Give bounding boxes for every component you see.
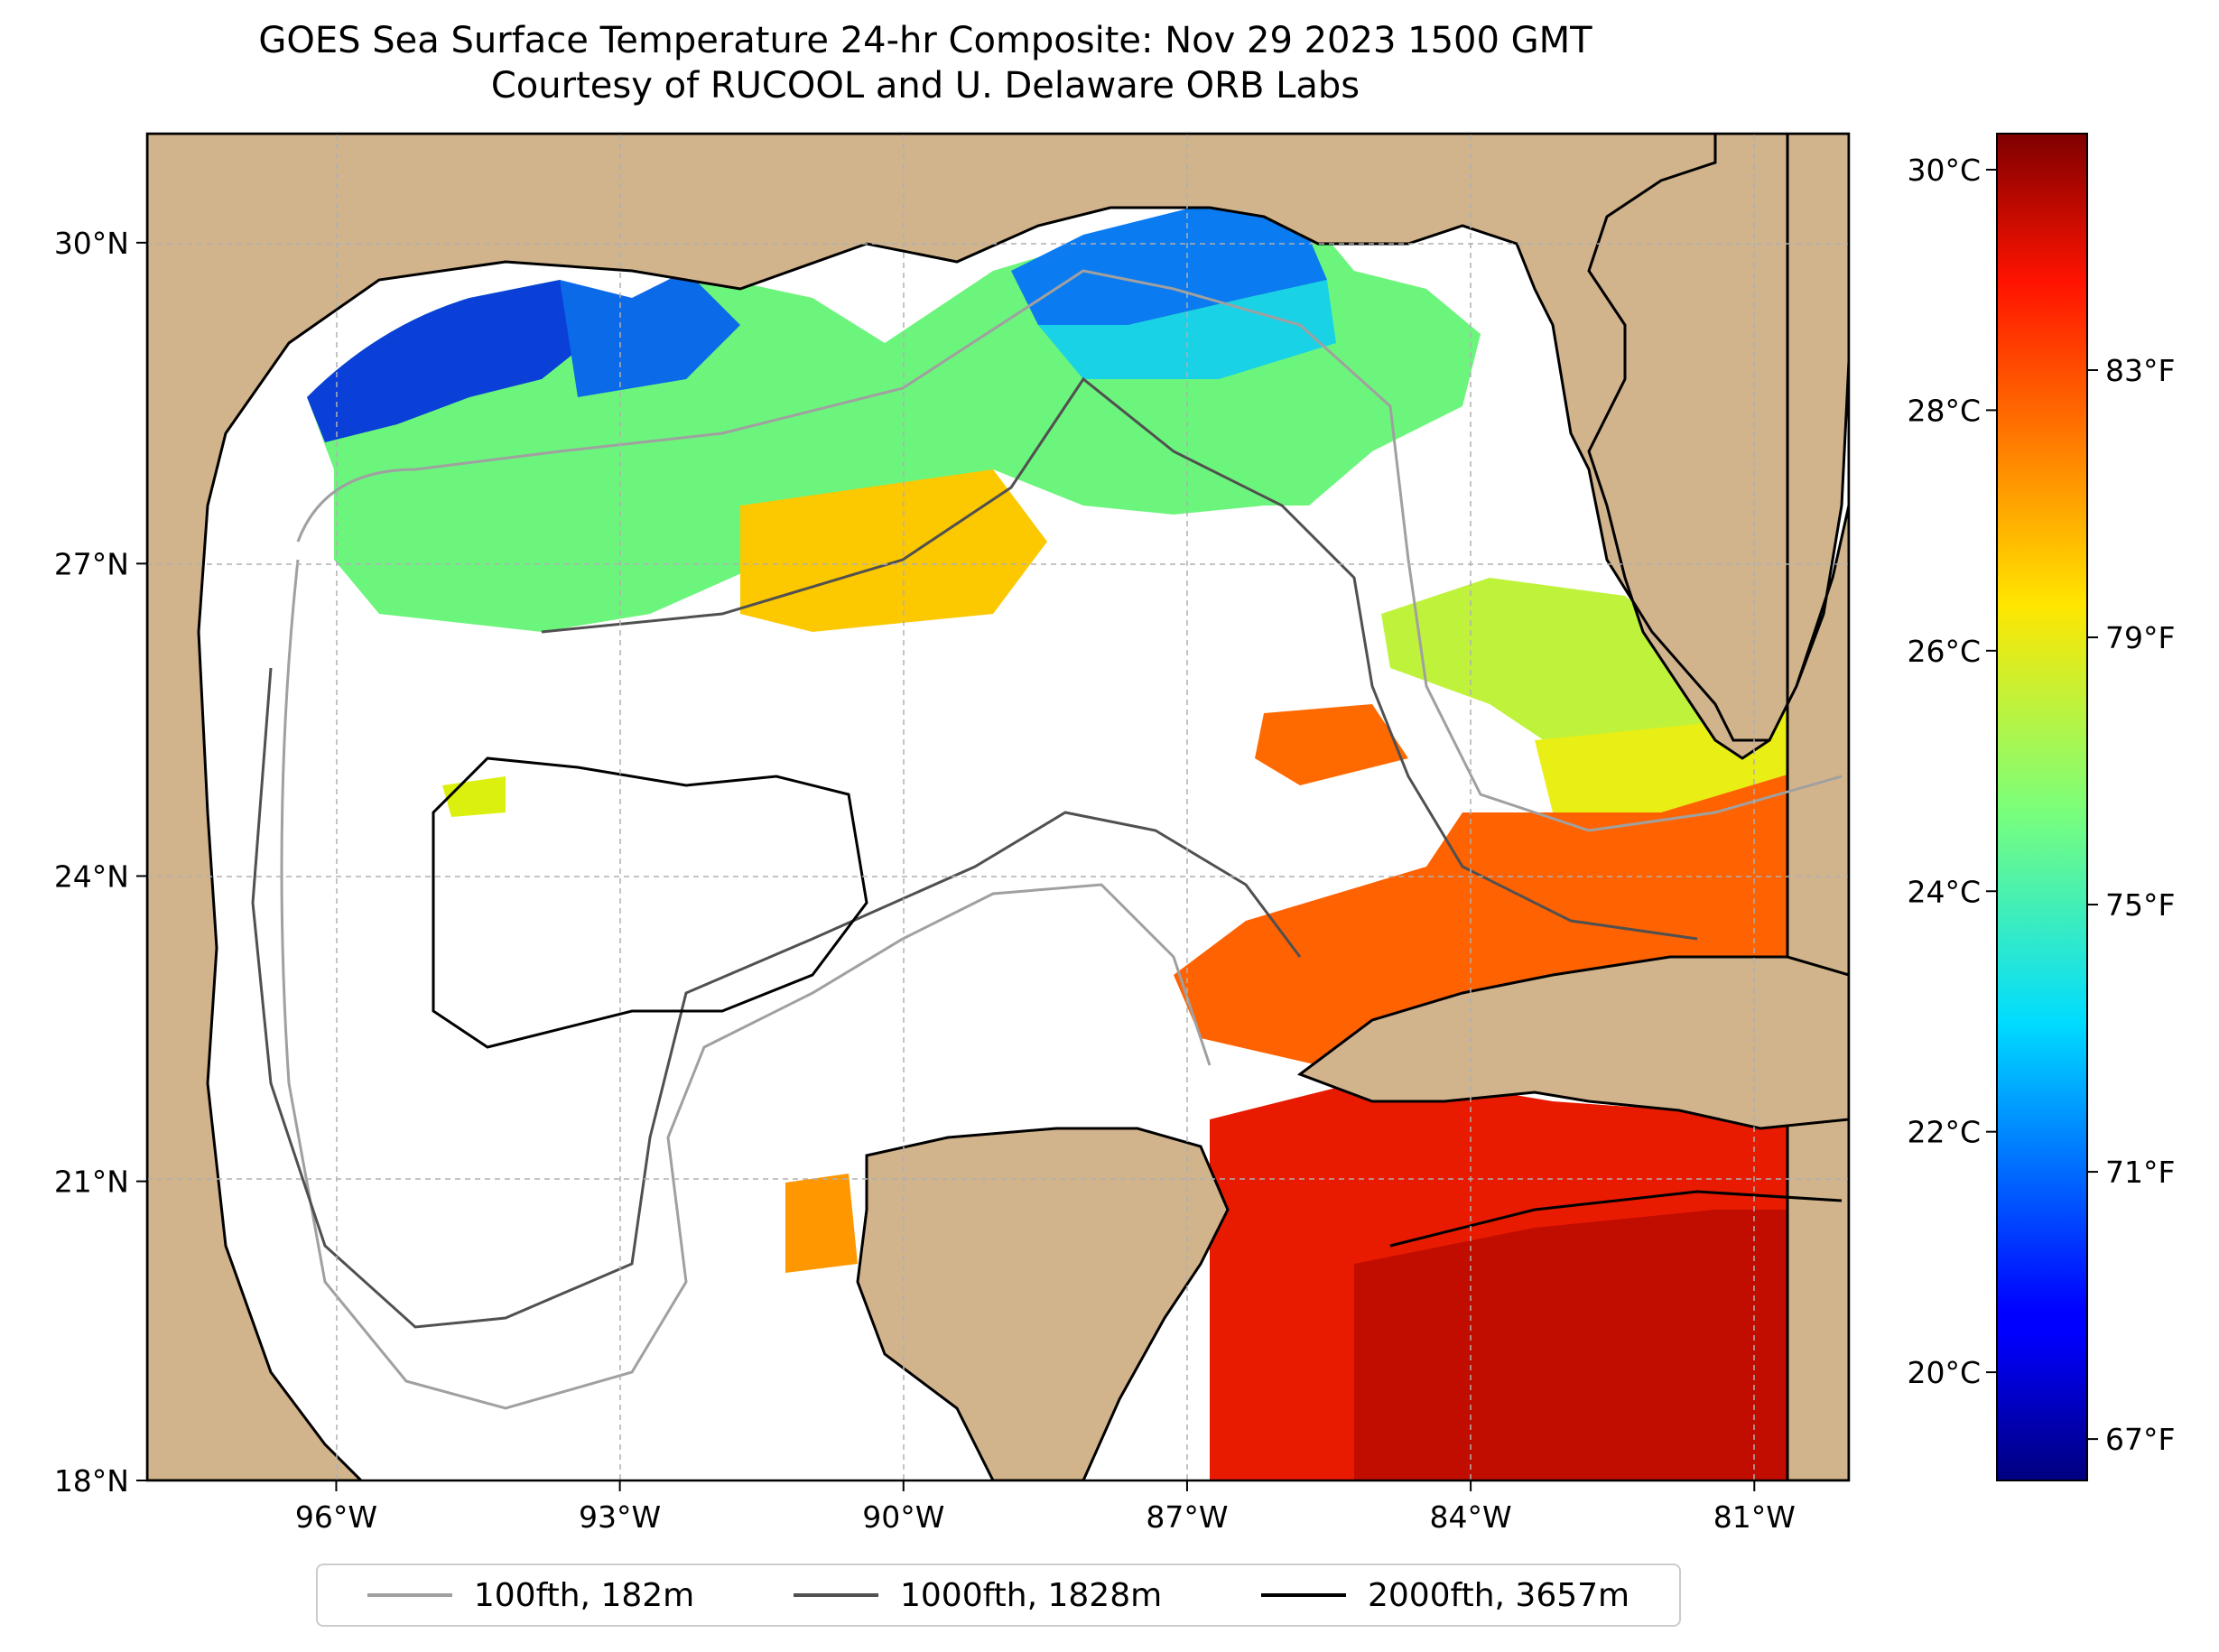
contour-100fth [296,269,1843,832]
gridlines [147,134,1849,1480]
lon-tick-label: 90°W [862,1499,944,1535]
contour-1000fth [541,376,1698,941]
cbar-f-label: 79°F [2105,620,2175,655]
legend-label-1000fth: 1000fth, 1828m [900,1576,1163,1614]
land [147,134,1849,1480]
lat-tick-label: 30°N [54,226,129,261]
us-mexico-coast [147,134,1849,1480]
bathymetry [251,269,1843,1410]
cbar-c-label: 22°C [1907,1115,1981,1150]
cbar-c-label: 30°C [1907,153,1981,188]
sst-cold-central [1011,208,1327,325]
legend-item-100fth: 100fth, 182m [367,1577,694,1614]
legend: 100fth, 182m 1000fth, 1828m 2000fth, 365… [316,1564,1681,1627]
lon-tick-label: 84°W [1430,1499,1512,1535]
cbar-c-label: 26°C [1907,634,1981,669]
lon-tick-label: 96°W [295,1499,377,1535]
chart-title: GOES Sea Surface Temperature 24-hr Compo… [0,18,1851,108]
lon-tick-label: 87°W [1146,1499,1228,1535]
sst-cold-west-2 [560,271,740,397]
legend-label-100fth: 100fth, 182m [473,1576,695,1614]
sst-campeche-patch [785,1174,858,1273]
cbar-c-label: 20°C [1907,1355,1981,1390]
sst-warm-tongue [740,469,1047,632]
cuba [1296,955,1849,1130]
cbar-f-label: 83°F [2105,353,2175,388]
cbar-c-label: 28°C [1907,393,1981,428]
legend-swatch-1000fth [794,1593,878,1597]
map-frame [145,132,1851,1482]
sst-cold-west [307,280,632,442]
title-line-1: GOES Sea Surface Temperature 24-hr Compo… [258,20,1592,61]
legend-item-2000fth: 2000fth, 3657m [1260,1576,1630,1614]
map-area [147,134,1849,1480]
longitude-axis: 96°W 93°W 90°W 87°W 84°W 81°W [295,1480,1796,1535]
contour-100fth-west [280,559,1212,1410]
colorbar [1996,133,2088,1481]
contour-2000fth [432,756,868,1049]
legend-label-2000fth: 2000fth, 3657m [1367,1576,1630,1614]
lat-tick-label: 21°N [54,1165,129,1200]
lon-tick-label: 81°W [1713,1499,1796,1535]
title-line-2: Courtesy of RUCOOL and U. Delaware ORB L… [490,65,1360,107]
cbar-c-label: 24°C [1907,874,1981,909]
sst-caribbean-deep [1354,1210,1842,1480]
legend-swatch-100fth [367,1593,452,1597]
sst-cyan-central [1038,280,1336,379]
legend-item-1000fth: 1000fth, 1828m [794,1577,1162,1614]
contour-2000fth-carib [1389,1190,1843,1248]
cbar-f-label: 75°F [2105,887,2175,923]
latitude-axis: 18°N 21°N 24°N 27°N 30°N [54,226,147,1499]
contour-1000fth-west [251,667,1302,1329]
cbar-f-label: 71°F [2105,1155,2175,1190]
colorbar-fahrenheit-axis: 67°F 71°F 75°F 79°F 83°F [2087,353,2175,1457]
sst-orange-patch [1255,704,1408,785]
yucatan-peninsula [856,1127,1230,1480]
lat-tick-label: 18°N [54,1463,129,1499]
lat-tick-label: 24°N [54,858,129,894]
legend-swatch-2000fth [1260,1593,1346,1597]
lat-tick-label: 27°N [54,546,129,581]
cbar-f-label: 67°F [2105,1422,2175,1457]
lon-tick-label: 93°W [579,1499,661,1535]
colorbar-celsius-axis: 20°C 22°C 24°C 26°C 28°C 30°C [1907,153,1997,1390]
